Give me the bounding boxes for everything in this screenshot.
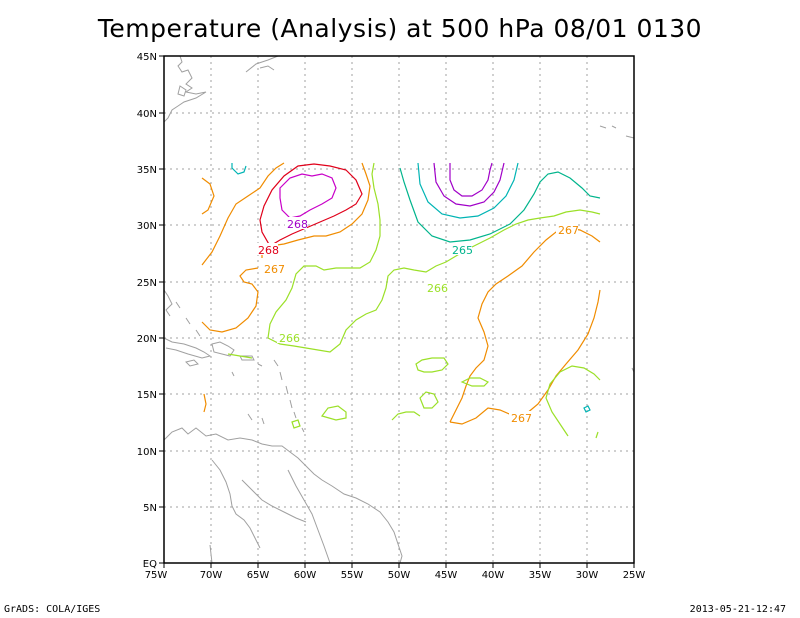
- contour-green-6: [460, 377, 490, 387]
- lat-tick-label: 40N: [137, 109, 157, 120]
- lat-tick-label: EQ: [143, 559, 157, 570]
- lat-tick-label: 5N: [143, 503, 157, 514]
- contour-orange-4: [201, 267, 259, 333]
- lat-tick-label: 35N: [137, 165, 157, 176]
- contour-label: 266: [427, 282, 448, 295]
- contour-cyan-small: [231, 163, 247, 175]
- contour-teal-1: [399, 167, 601, 243]
- contour-lines: [201, 162, 601, 439]
- contour-green-1: [267, 162, 381, 339]
- contour-purple-outer: [433, 162, 505, 207]
- contour-green-8: [291, 419, 301, 429]
- contour-label: 268: [258, 244, 279, 257]
- contour-label: 267: [558, 224, 579, 237]
- lat-tick-label: 30N: [137, 221, 157, 232]
- lon-tick-label: 40W: [482, 570, 505, 581]
- contour-orange-7: [203, 393, 207, 413]
- contour-orange-2: [201, 177, 215, 215]
- contour-green-5: [419, 391, 439, 409]
- contour-labels: 268 268 267 265 266 266 267 267: [256, 217, 579, 425]
- contour-green-10: [595, 431, 599, 439]
- contour-red: [259, 163, 363, 247]
- lat-tick-label: 15N: [137, 390, 157, 401]
- contour-green-2: [267, 209, 601, 353]
- lon-tick-label: 25W: [623, 570, 646, 581]
- lon-tick-label: 65W: [247, 570, 270, 581]
- contour-green-7: [320, 405, 347, 421]
- lat-tick-label: 25N: [137, 278, 157, 289]
- lon-tick-label: 30W: [576, 570, 599, 581]
- contour-label: 267: [264, 263, 285, 276]
- contour-label: 266: [279, 332, 300, 345]
- contour-purple-inner: [449, 162, 493, 197]
- contour-green-9: [545, 365, 601, 437]
- lon-tick-label: 45W: [435, 570, 458, 581]
- contour-label: 265: [452, 244, 473, 257]
- lon-tick-label: 55W: [341, 570, 364, 581]
- lat-tick-label: 20N: [137, 334, 157, 345]
- graticule: [164, 56, 634, 563]
- footer-timestamp: 2013-05-21-12:47: [689, 604, 786, 615]
- contour-cyan-dot: [583, 405, 591, 413]
- lat-tick-label: 45N: [137, 52, 157, 63]
- contour-orange-5: [449, 227, 601, 423]
- map-title: Temperature (Analysis) at 500 hPa 08/01 …: [97, 14, 703, 43]
- contour-orange-6: [449, 289, 601, 425]
- footer-credit: GrADS: COLA/IGES: [4, 604, 101, 615]
- contour-green-11: [227, 353, 253, 359]
- contour-green-3: [391, 411, 421, 421]
- contour-label: 268: [287, 218, 308, 231]
- lon-tick-label: 60W: [294, 570, 317, 581]
- lon-tick-label: 50W: [388, 570, 411, 581]
- coastlines: [163, 55, 635, 564]
- contour-orange-1: [201, 162, 285, 266]
- contour-magenta: [279, 173, 337, 219]
- latitude-axis: [159, 55, 164, 564]
- lon-tick-label: 75W: [145, 570, 168, 581]
- longitude-axis: [163, 563, 635, 568]
- contour-cyan-1: [417, 162, 519, 219]
- contour-label: 267: [511, 412, 532, 425]
- contour-green-4: [415, 357, 449, 373]
- lat-tick-label: 10N: [137, 447, 157, 458]
- lon-tick-label: 70W: [200, 570, 223, 581]
- lon-tick-label: 35W: [529, 570, 552, 581]
